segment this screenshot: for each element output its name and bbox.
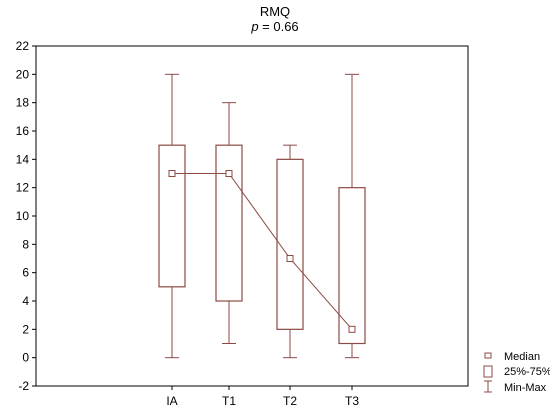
chart-title: RMQ (259, 4, 291, 19)
y-tick-label: 2 (22, 322, 29, 336)
x-tick-label: T3 (345, 394, 359, 408)
y-tick-label: 8 (22, 237, 29, 251)
median-point (348, 325, 356, 333)
legend-box-symbol (483, 365, 493, 378)
x-tick-label: IA (166, 394, 177, 408)
y-tick-label: 14 (16, 152, 30, 166)
median-point (225, 170, 233, 177)
y-tick-label: 20 (16, 67, 30, 81)
y-tick-label: 10 (16, 209, 30, 223)
x-tick-label: T2 (283, 394, 297, 408)
y-tick-label: 22 (16, 39, 30, 53)
iqr-box (215, 144, 243, 302)
y-tick-label: 12 (16, 181, 30, 195)
y-tick-label: 4 (22, 294, 29, 308)
chart-subtitle: p = 0.66 (0, 19, 550, 34)
legend-whisker-label: Min-Max (504, 382, 547, 394)
subtitle-value: = 0.66 (258, 19, 299, 34)
y-tick-label: -2 (18, 379, 29, 393)
plot-frame (35, 45, 469, 387)
median-line (172, 173, 353, 330)
legend-box-label: 25%-75% (504, 366, 550, 378)
y-tick-label: 0 (22, 351, 29, 365)
legend-median-label: Median (504, 351, 540, 363)
median-point (286, 255, 294, 262)
median-point (168, 170, 176, 177)
x-tick-label: T1 (222, 394, 236, 408)
iqr-box (276, 158, 304, 330)
y-tick-label: 6 (22, 266, 29, 280)
legend-median-symbol (484, 352, 492, 359)
iqr-box (158, 144, 186, 288)
subtitle-variable: p (251, 19, 259, 34)
iqr-box (338, 187, 366, 345)
y-tick-label: 16 (16, 124, 30, 138)
y-tick-label: 18 (16, 96, 30, 110)
